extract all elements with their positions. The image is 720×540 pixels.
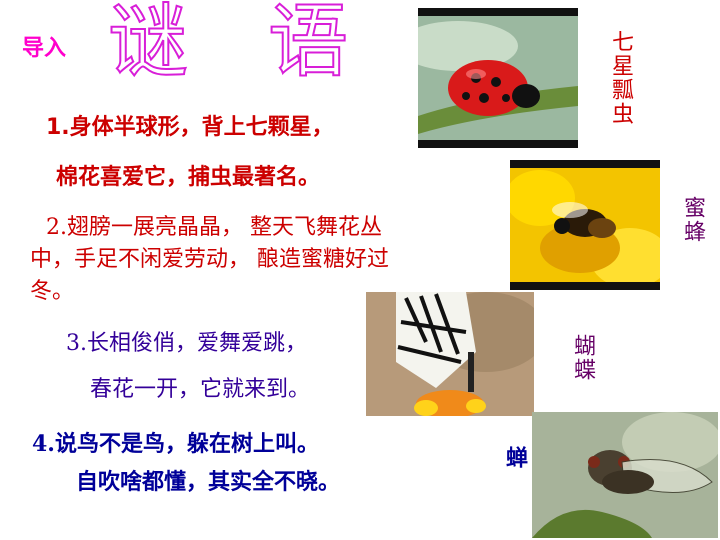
title-char-2: 语 [267, 0, 349, 88]
answer-bee-label: 蜜蜂 [680, 196, 705, 244]
cicada-photo [532, 412, 718, 538]
riddle-3-line-2: 春花一开，它就来到。 [90, 377, 311, 402]
bee-image [510, 168, 660, 282]
riddle-2-line-1: 2.翅膀一展亮晶晶， 整天飞舞花丛 [46, 215, 382, 240]
butterfly-photo [366, 292, 534, 416]
riddle-1-line-1: 1.身体半球形，背上七颗星， [46, 115, 334, 140]
answer-butterfly-label: 蝴蝶 [570, 334, 595, 382]
riddle-4-line-1: 4.说鸟不是鸟，躲在树上叫。 [32, 431, 319, 457]
answer-ladybug-label: 七星瓢虫 [608, 30, 633, 126]
ladybug-image [418, 16, 578, 140]
riddle-1-line-2: 棉花喜爱它，捕虫最著名。 [56, 165, 321, 190]
ladybug-photo [418, 8, 578, 148]
title-char-1: 谜 [107, 0, 189, 88]
riddle-2-line-3: 冬。 [30, 279, 75, 304]
riddle-2-line-2: 中，手足不闲爱劳动， 酿造蜜糖好过 [30, 247, 389, 272]
lead-in-label: 导入 [22, 36, 67, 61]
bee-photo [510, 160, 660, 290]
riddle-3-line-1: 3.长相俊俏，爱舞爱跳， [66, 331, 307, 356]
riddle-4-line-2: 自吹啥都懂，其实全不晓。 [76, 469, 341, 495]
answer-cicada-label: 蝉 [502, 446, 527, 470]
butterfly-image [366, 292, 534, 416]
cicada-image [532, 412, 718, 538]
